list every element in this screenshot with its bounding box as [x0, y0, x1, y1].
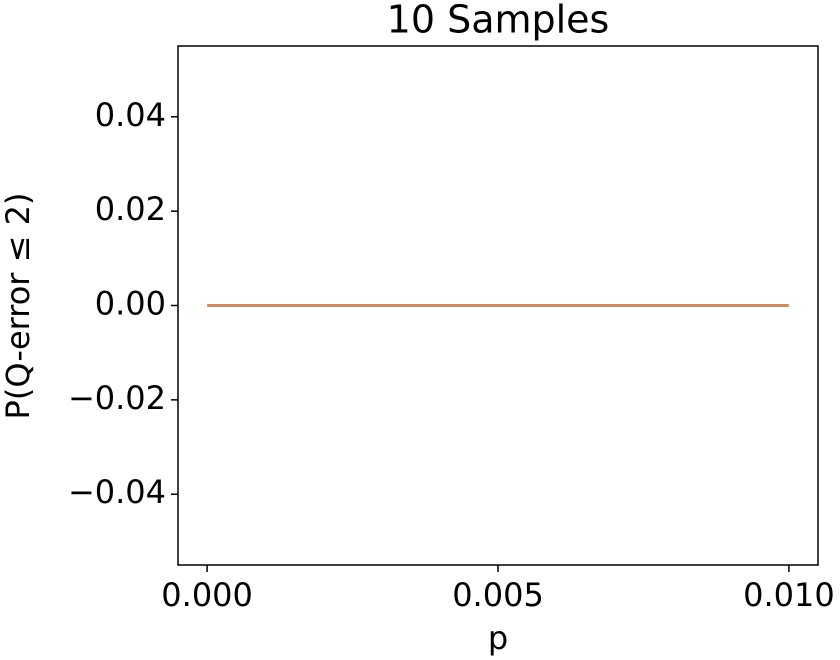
y-tick-label: 0.02: [95, 190, 166, 228]
y-tick-label: −0.04: [68, 473, 166, 511]
plot-frame: [177, 45, 819, 566]
x-tick-label: 0.005: [452, 576, 544, 614]
x-axis-label: p: [488, 619, 508, 657]
x-tick-label: 0.000: [161, 576, 253, 614]
chart-title: 10 Samples: [387, 0, 610, 42]
x-tick-label: 0.010: [743, 576, 835, 614]
y-tick-label: 0.04: [95, 96, 166, 134]
y-tick-label: −0.02: [68, 379, 166, 417]
y-tick-label: 0.00: [95, 285, 166, 323]
y-axis-label: P(Q-error ≤ 2): [0, 193, 37, 420]
